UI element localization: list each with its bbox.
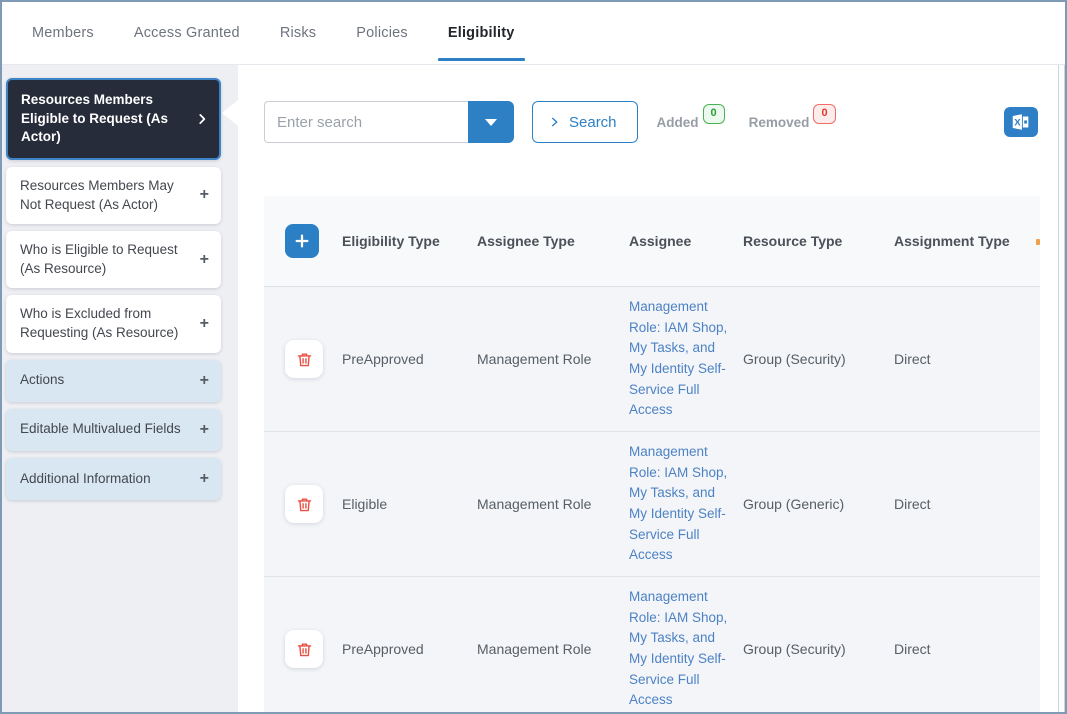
expand-plus-icon: + (199, 314, 209, 332)
search-button-label: Search (569, 113, 617, 131)
header-assignee: Assignee (629, 233, 692, 249)
cell-resource-type: Group (Security) (743, 351, 846, 367)
header-action-cell (264, 224, 342, 258)
table-row: PreApproved Management Role Management R… (264, 286, 1040, 431)
eligibility-table: Eligibility Type Assignee Type Assignee … (264, 196, 1040, 712)
sidebar-item-resources-members-eligible[interactable]: Resources Members Eligible to Request (A… (6, 78, 221, 160)
search-dropdown-button[interactable] (468, 101, 514, 143)
sidebar-item-actions[interactable]: Actions + (6, 359, 221, 402)
sidebar-item-who-is-excluded[interactable]: Who is Excluded from Requesting (As Reso… (6, 295, 221, 353)
sidebar-item-additional-information[interactable]: Additional Information + (6, 457, 221, 500)
tab-risks[interactable]: Risks (279, 25, 317, 41)
trash-icon (296, 351, 313, 368)
vertical-scrollbar[interactable] (1058, 65, 1065, 712)
row-action-cell (264, 485, 342, 523)
cell-assignee-type: Management Role (477, 351, 592, 367)
excel-icon: X (1010, 111, 1032, 133)
removed-count-badge: 0 (813, 104, 836, 124)
sidebar-item-label: Editable Multivalued Fields (20, 421, 181, 437)
tab-access-granted[interactable]: Access Granted (133, 25, 240, 41)
toolbar: Search Added 0 Removed 0 (264, 101, 1038, 143)
cell-assignment-type: Direct (894, 351, 931, 367)
trash-icon (296, 496, 313, 513)
sidebar-item-resources-members-may-not-request[interactable]: Resources Members May Not Request (As Ac… (6, 166, 221, 225)
header-eligibility-type: Eligibility Type (342, 233, 440, 249)
header-assignment-type: Assignment Type (894, 233, 1010, 249)
tab-members[interactable]: Members (32, 25, 94, 41)
expand-plus-icon: + (199, 186, 209, 204)
sidebar-item-who-is-eligible[interactable]: Who is Eligible to Request (As Resource)… (6, 231, 221, 289)
trash-icon (296, 641, 313, 658)
cell-assignee: Management Role: IAM Shop, My Tasks, and… (629, 442, 743, 565)
selected-item-pointer (222, 100, 238, 126)
delete-row-button[interactable] (285, 485, 323, 523)
plus-icon (294, 233, 310, 249)
header-assignee-type: Assignee Type (477, 233, 575, 249)
table-row: PreApproved Management Role Management R… (264, 576, 1040, 712)
sidebar-item-label: Actions (20, 372, 65, 388)
sidebar-item-label: Resources Members Eligible to Request (A… (21, 92, 169, 145)
removed-label: Removed (748, 114, 810, 130)
sidebar-item-label: Resources Members May Not Request (As Ac… (20, 177, 174, 212)
table-header-row: Eligibility Type Assignee Type Assignee … (264, 196, 1040, 286)
delete-row-button[interactable] (285, 340, 323, 378)
cell-eligibility-type: PreApproved (342, 351, 424, 367)
assignee-link[interactable]: Management Role: IAM Shop, My Tasks, and… (629, 444, 728, 563)
cell-eligibility-type: PreApproved (342, 641, 424, 657)
expand-plus-icon: + (199, 420, 209, 438)
table-row: Eligible Management Role Management Role… (264, 431, 1040, 576)
delete-row-button[interactable] (285, 630, 323, 668)
assignee-link[interactable]: Management Role: IAM Shop, My Tasks, and… (629, 299, 728, 418)
added-counter: Added 0 (657, 104, 725, 139)
search-group (264, 101, 514, 143)
excel-export-button[interactable]: X (1004, 107, 1038, 137)
content-panel: Search Added 0 Removed 0 (238, 65, 1065, 712)
search-button[interactable]: Search (532, 101, 638, 143)
tab-eligibility[interactable]: Eligibility (437, 2, 525, 64)
caret-down-icon (485, 118, 497, 126)
cell-resource-type: Group (Security) (743, 641, 846, 657)
cell-eligibility-type: Eligible (342, 496, 388, 512)
add-row-button[interactable] (285, 224, 319, 258)
row-action-cell (264, 630, 342, 668)
expand-plus-icon: + (199, 250, 209, 268)
page-body: Resources Members Eligible to Request (A… (2, 65, 1065, 712)
chevron-right-icon (195, 112, 209, 126)
expand-plus-icon: + (199, 371, 209, 389)
cell-assignment-type: Direct (894, 641, 931, 657)
chevron-right-icon (549, 115, 560, 129)
cell-assignee-type: Management Role (477, 641, 592, 657)
tab-policies[interactable]: Policies (356, 25, 408, 41)
sidebar: Resources Members Eligible to Request (A… (2, 65, 238, 712)
sidebar-item-label: Who is Eligible to Request (As Resource) (20, 242, 178, 276)
cell-assignee: Management Role: IAM Shop, My Tasks, and… (629, 297, 743, 420)
row-action-cell (264, 340, 342, 378)
sidebar-item-editable-multivalued-fields[interactable]: Editable Multivalued Fields + (6, 408, 221, 451)
sidebar-item-label: Additional Information (20, 470, 151, 486)
added-count-badge: 0 (702, 104, 725, 124)
tab-bar: Members Access Granted Risks Policies El… (2, 2, 1065, 65)
sidebar-item-label: Who is Excluded from Requesting (As Reso… (20, 306, 179, 340)
header-resource-type: Resource Type (743, 233, 843, 249)
svg-text:X: X (1014, 118, 1021, 129)
cell-assignee-type: Management Role (477, 496, 592, 512)
added-label: Added (656, 114, 699, 130)
cell-resource-type: Group (Generic) (743, 496, 845, 512)
assignee-link[interactable]: Management Role: IAM Shop, My Tasks, and… (629, 589, 728, 708)
cell-assignment-type: Direct (894, 496, 931, 512)
removed-counter: Removed 0 (749, 104, 836, 139)
search-input[interactable] (264, 101, 468, 143)
expand-plus-icon: + (199, 469, 209, 487)
cell-assignee: Management Role: IAM Shop, My Tasks, and… (629, 587, 743, 710)
cutoff-column-marker (1036, 239, 1040, 245)
